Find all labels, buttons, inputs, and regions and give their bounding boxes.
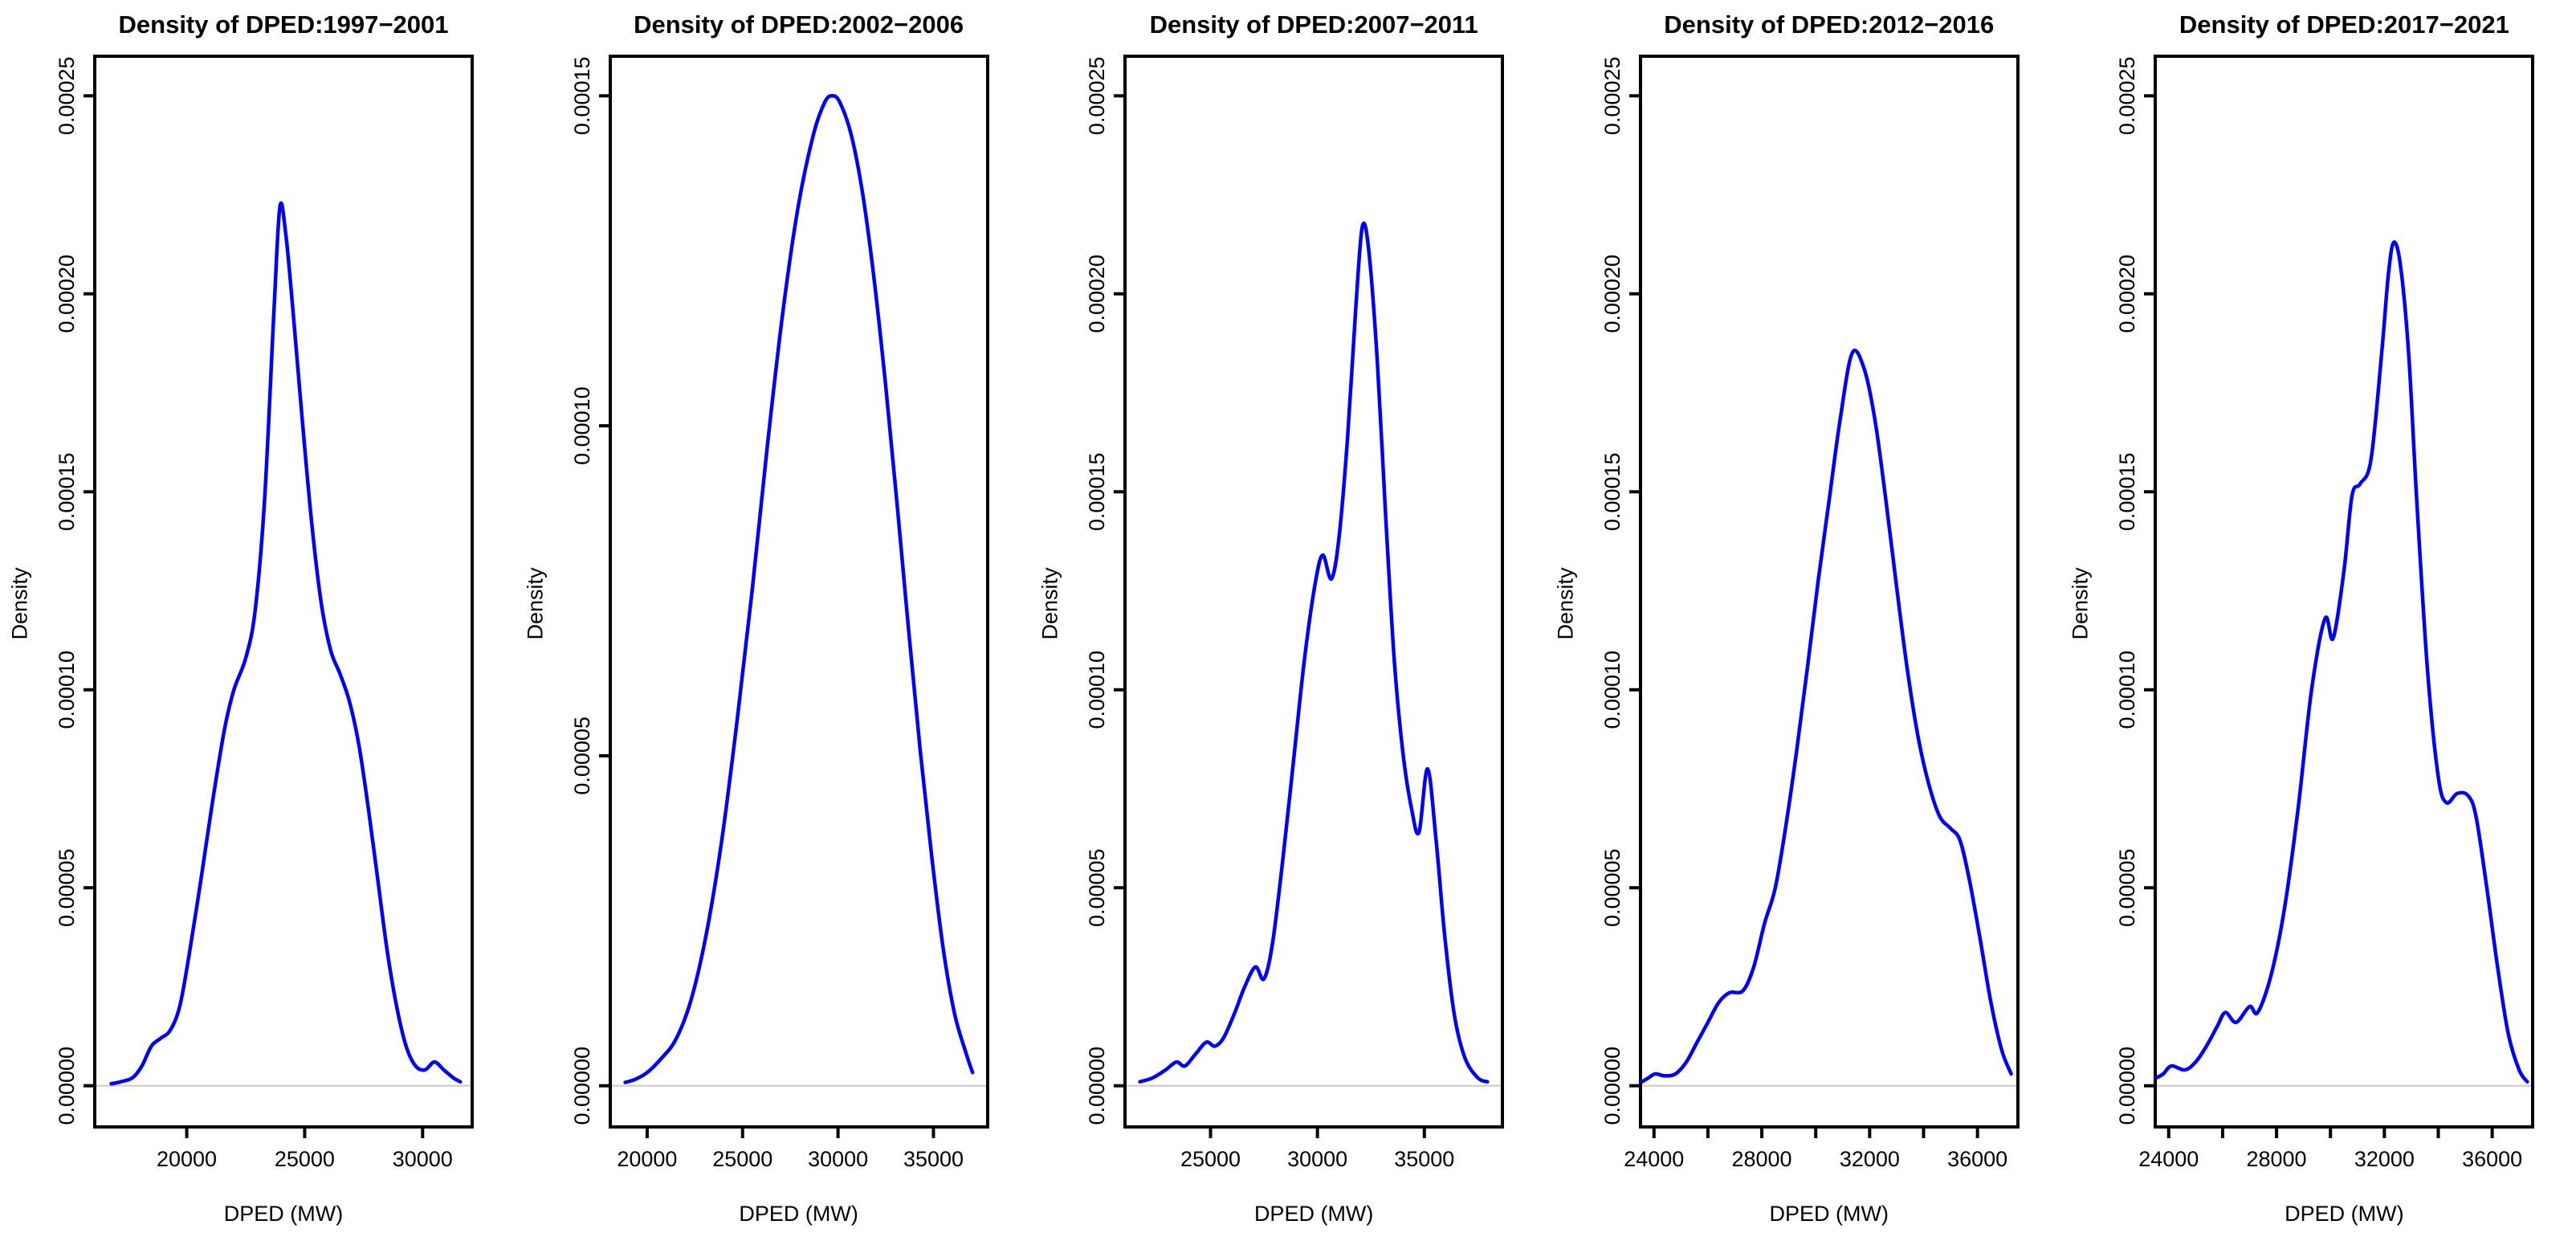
x-tick-label: 20000	[157, 1147, 217, 1171]
plot-title: Density of DPED:2017−2021	[2179, 10, 2509, 39]
y-tick-label: 0.00005	[1085, 848, 1109, 927]
x-tick-label: 25000	[1180, 1147, 1241, 1171]
y-tick-label: 0.00000	[2115, 1047, 2139, 1125]
x-tick-label: 36000	[2462, 1147, 2522, 1171]
y-tick-label: 0.00020	[1085, 255, 1109, 333]
density-panel-2007-2011: Density of DPED:2007−2011 Density 25000 3…	[1030, 0, 1546, 1245]
x-tick-label: 36000	[1947, 1147, 2007, 1171]
y-tick-label: 0.00005	[2115, 848, 2139, 927]
x-tick-label: 24000	[2139, 1147, 2199, 1171]
y-tick-label: 0.00015	[55, 452, 79, 531]
density-panel-2017-2021: Density of DPED:2017−2021 Density 24000 2…	[2060, 0, 2576, 1245]
density-curve	[622, 94, 975, 1084]
y-tick-label: 0.00000	[570, 1047, 594, 1125]
x-axis-label: DPED (MW)	[2285, 1202, 2404, 1226]
x-tick-label: 28000	[2247, 1147, 2307, 1171]
y-tick-label: 0.00010	[570, 386, 594, 465]
plot-box	[1638, 55, 2020, 1129]
plot-title: Density of DPED:2007−2011	[1149, 10, 1478, 39]
density-curve	[1138, 221, 1490, 1084]
x-tick-label: 25000	[712, 1147, 772, 1171]
y-tick-label: 0.00005	[570, 716, 594, 795]
x-axis-label: DPED (MW)	[223, 1202, 344, 1226]
plot-box	[2154, 55, 2535, 1129]
y-tick-label: 0.00020	[55, 255, 79, 333]
plot-canvas: 25000 30000 35000 0.00000 0.00005 0.00010 0.00…	[1085, 55, 1505, 1171]
density-curve	[109, 201, 463, 1086]
y-tick-label: 0.00010	[1600, 651, 1624, 729]
x-tick-label: 30000	[1287, 1147, 1347, 1171]
y-tick-label: 0.00010	[2115, 651, 2139, 729]
y-tick-label: 0.00015	[1600, 452, 1624, 531]
y-tick-label: 0.00000	[1085, 1047, 1109, 1125]
x-tick-label: 35000	[1394, 1147, 1454, 1171]
x-axis-label: DPED (MW)	[739, 1202, 858, 1226]
x-tick-label: 30000	[393, 1147, 453, 1171]
plot-canvas: 20000 25000 30000 0.00000 0.00005 0.00010 0.00…	[55, 55, 474, 1171]
x-tick-label: 24000	[1624, 1147, 1684, 1171]
y-tick-label: 0.00010	[55, 651, 79, 729]
plot-title: Density of DPED:1997−2001	[118, 10, 449, 39]
plot-box	[608, 55, 989, 1129]
y-tick-label: 0.00010	[1085, 651, 1109, 729]
y-tick-label: 0.00020	[1600, 255, 1624, 333]
plot-box	[1123, 55, 1505, 1129]
y-tick-label: 0.00025	[2115, 57, 2139, 136]
y-tick-label: 0.00005	[55, 848, 79, 927]
plot-title: Density of DPED:2002−2006	[634, 10, 964, 39]
x-tick-label: 32000	[1840, 1147, 1900, 1171]
x-tick-label: 28000	[1731, 1147, 1791, 1171]
plot-title: Density of DPED:2012−2016	[1664, 10, 1995, 39]
y-tick-label: 0.00000	[1600, 1047, 1624, 1125]
plot-canvas: 24000 28000 32000 36000 0.00000 0.00005 0.0001…	[1600, 55, 2020, 1171]
y-tick-label: 0.00015	[570, 57, 594, 136]
y-tick-label: 0.00000	[55, 1047, 79, 1125]
y-tick-label: 0.00005	[1600, 848, 1624, 927]
x-tick-label: 32000	[2354, 1147, 2415, 1171]
y-tick-label: 0.00025	[55, 57, 79, 136]
y-tick-label: 0.00015	[1085, 452, 1109, 531]
x-tick-label: 35000	[903, 1147, 964, 1171]
density-panel-1997-2001: Density of DPED:1997−2001 Density 20000 2…	[0, 0, 516, 1245]
density-panel-2002-2006: Density of DPED:2002−2006 Density 20000 2…	[516, 0, 1031, 1245]
density-panel-2012-2016: Density of DPED:2012−2016 Density 24000 2…	[1546, 0, 2061, 1245]
density-curve	[2154, 240, 2529, 1084]
y-tick-label: 0.00020	[2115, 255, 2139, 333]
x-tick-label: 30000	[808, 1147, 868, 1171]
x-tick-label: 25000	[275, 1147, 335, 1171]
plot-canvas: 24000 28000 32000 36000 0.00000 0.00005 0.0001…	[2115, 55, 2535, 1171]
density-curve	[1640, 349, 2013, 1084]
x-axis-label: DPED (MW)	[1253, 1202, 1374, 1226]
plot-box	[92, 55, 474, 1129]
x-tick-label: 20000	[617, 1147, 677, 1171]
y-tick-label: 0.00025	[1085, 57, 1109, 136]
y-tick-label: 0.00025	[1600, 57, 1624, 136]
plot-canvas: 20000 25000 30000 35000 0.00000 0.00005 0.0001…	[570, 55, 989, 1171]
x-axis-label: DPED (MW)	[1769, 1202, 1889, 1226]
y-tick-label: 0.00015	[2115, 452, 2139, 531]
